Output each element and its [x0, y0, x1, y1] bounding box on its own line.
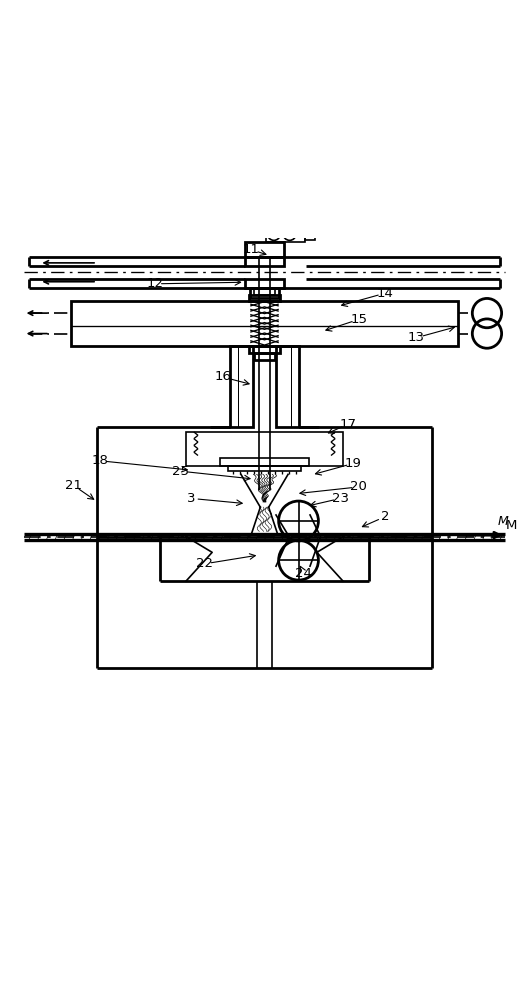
Bar [244, 279, 285, 288]
Text: 20: 20 [350, 480, 367, 493]
Bar [186, 432, 343, 466]
Text: 23: 23 [332, 492, 349, 505]
Bar [249, 346, 280, 353]
Text: 13: 13 [408, 331, 425, 344]
Text: 24: 24 [295, 567, 312, 580]
Text: M: M [497, 515, 508, 528]
Bar [244, 242, 285, 257]
Text: M: M [505, 519, 517, 532]
Text: 18: 18 [91, 454, 108, 467]
Text: 22: 22 [196, 557, 213, 570]
Text: 19: 19 [345, 457, 362, 470]
Text: 14: 14 [377, 287, 394, 300]
Text: 17: 17 [340, 418, 357, 431]
Text: 12: 12 [146, 277, 163, 290]
Bar [276, 346, 298, 427]
Text: 21: 21 [65, 479, 82, 492]
Bar [254, 289, 275, 295]
Text: 2: 2 [381, 510, 389, 523]
Text: 16: 16 [214, 370, 231, 383]
Bar [244, 257, 285, 266]
Bar [305, 231, 315, 240]
Text: 3: 3 [187, 492, 196, 505]
Bar [228, 466, 301, 471]
Bar [231, 346, 253, 427]
Bar [254, 353, 275, 360]
Bar [250, 288, 279, 298]
Text: 25: 25 [172, 465, 189, 478]
Text: 11: 11 [243, 243, 260, 256]
Bar [249, 295, 280, 301]
Bar [266, 226, 305, 242]
Bar [71, 301, 458, 346]
Text: 15: 15 [350, 313, 367, 326]
Bar [220, 458, 309, 466]
